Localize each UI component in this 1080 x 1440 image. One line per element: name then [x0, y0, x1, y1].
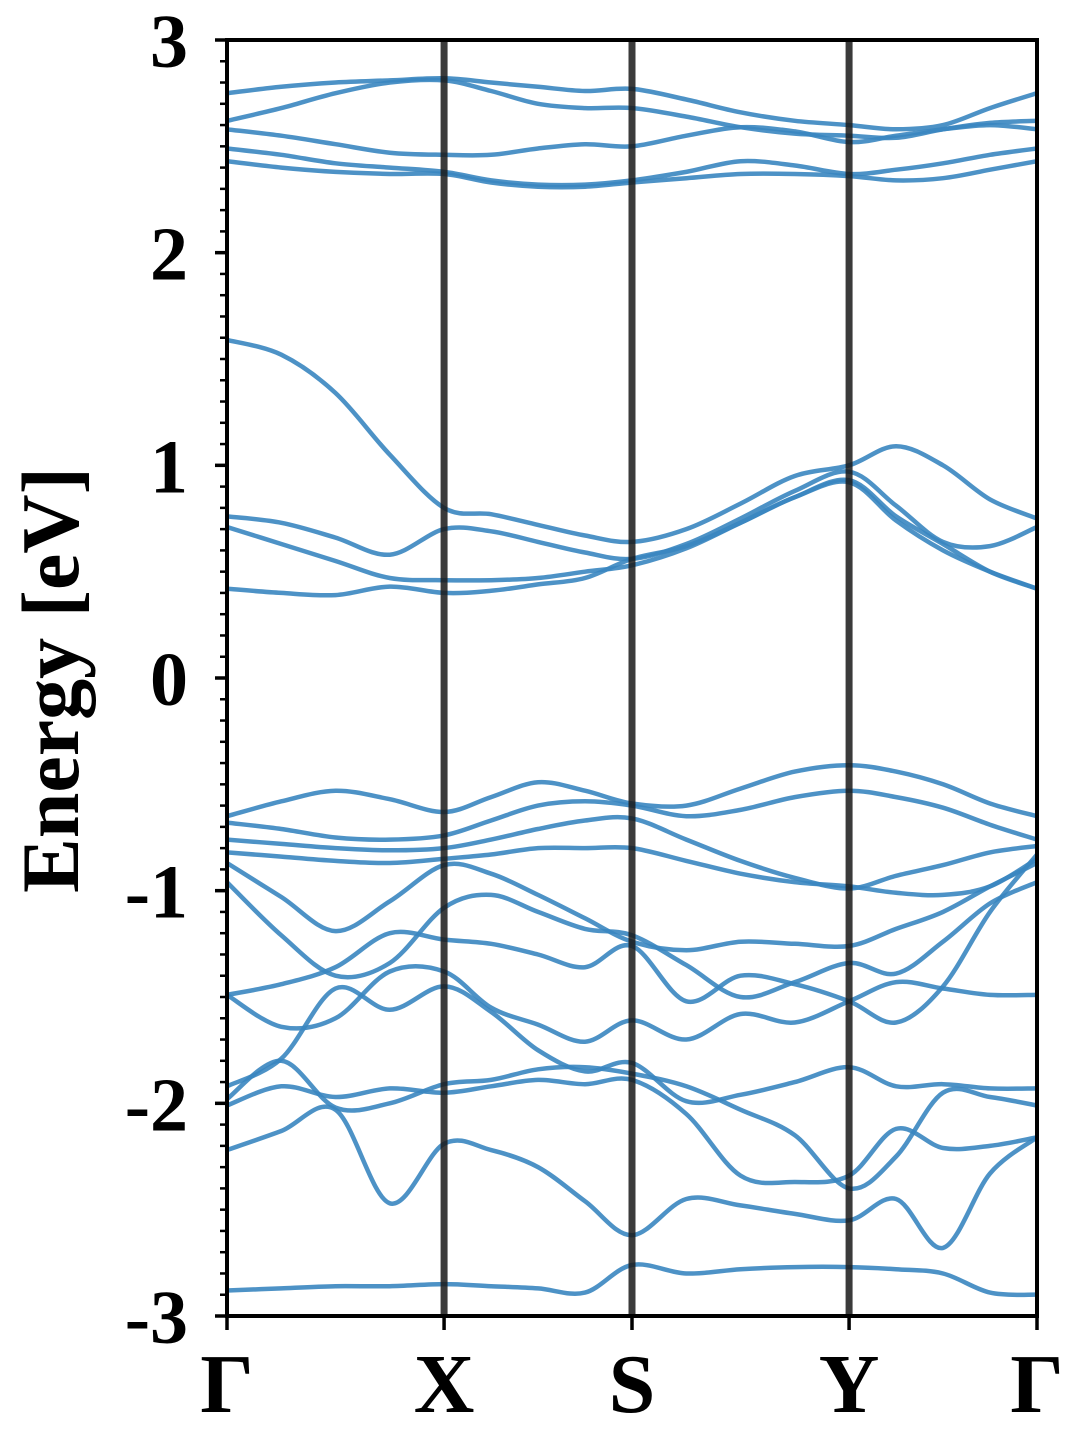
band-line-14 [227, 860, 1037, 953]
y-tick-label: 0 [150, 638, 188, 722]
band-line-6 [227, 337, 1037, 545]
x-tick-label: Γ [200, 1338, 253, 1431]
band-line-20 [227, 1076, 1037, 1186]
y-tick-label: 3 [150, 0, 188, 84]
x-tick-label: S [609, 1338, 656, 1431]
y-tick-label: -2 [125, 1063, 188, 1147]
kpoint-lines [440, 40, 853, 1316]
y-axis-label: Energy [eV] [5, 467, 96, 893]
y-tick-label: -1 [125, 851, 188, 935]
x-tick-label: X [414, 1338, 475, 1431]
x-tick-label: Γ [1010, 1338, 1063, 1431]
band-line-16 [227, 852, 1037, 1025]
y-tick-label: -3 [125, 1276, 188, 1360]
y-tick-label: 1 [150, 425, 188, 509]
x-tick-label: Y [819, 1338, 880, 1431]
y-tick-label: 2 [150, 213, 188, 297]
y-tick-labels: 3 2 1 0 -1 -2 -3 [125, 0, 188, 1360]
plot-frame [225, 38, 1039, 1318]
x-ticks [225, 1316, 1039, 1330]
